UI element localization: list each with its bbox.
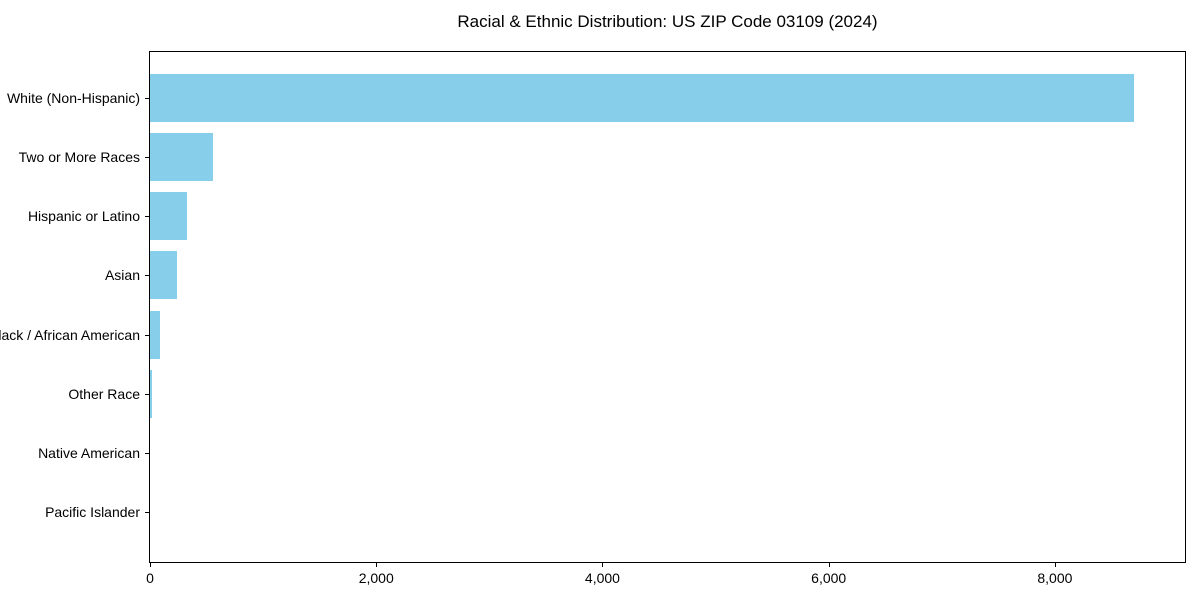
y-tick-label: Asian: [104, 267, 140, 284]
x-tick-label: 8,000: [1037, 570, 1073, 586]
y-tick-mark: [145, 156, 150, 158]
chart-row: White (Non-Hispanic): [7, 68, 1185, 127]
x-tick-mark: [828, 562, 830, 567]
plot-area: White (Non-Hispanic) Two or More Races His…: [0, 51, 1186, 586]
chart-row: Asian: [105, 246, 1185, 305]
y-tick-mark: [145, 275, 150, 277]
x-tick-mark: [376, 562, 378, 567]
y-tick-mark: [145, 216, 150, 218]
chart-row: Two or More Races: [19, 127, 1185, 186]
x-tick-mark: [602, 562, 604, 567]
bar: [150, 251, 177, 300]
bar: [150, 310, 160, 359]
y-tick-label: White (Non-Hispanic): [6, 89, 140, 106]
bar: [150, 132, 214, 181]
bar: [150, 369, 153, 418]
y-tick-mark: [145, 453, 150, 455]
bar: [150, 192, 187, 241]
y-tick-mark: [145, 512, 150, 514]
x-tick-label: 0: [146, 570, 154, 586]
y-tick-label: Two or More Races: [18, 148, 140, 165]
y-tick-label: Native American: [38, 445, 140, 462]
x-tick-label: 2,000: [358, 570, 394, 586]
x-tick-mark: [150, 562, 151, 567]
chart-row: Native American: [38, 424, 1185, 483]
y-tick-label: Other Race: [68, 385, 140, 402]
y-tick-label: Pacific Islander: [45, 504, 140, 521]
x-tick-label: 6,000: [811, 570, 847, 586]
x-tick-label: 4,000: [584, 570, 620, 586]
x-tick-mark: [1054, 562, 1056, 567]
chart-title: Racial & Ethnic Distribution: US ZIP Cod…: [457, 12, 878, 31]
rows: White (Non-Hispanic) Two or More Races His…: [0, 52, 1185, 562]
y-tick-label: Black / African American: [0, 326, 140, 343]
chart-row: Pacific Islander: [45, 483, 1185, 542]
chart-row: Black / African American: [0, 305, 1185, 364]
y-tick-mark: [145, 393, 150, 395]
chart-row: Other Race: [68, 364, 1185, 423]
bar: [150, 73, 1135, 122]
y-tick-label: Hispanic or Latino: [27, 208, 140, 225]
y-tick-mark: [145, 97, 150, 99]
y-tick-mark: [145, 334, 150, 336]
chart-row: Hispanic or Latino: [28, 187, 1185, 246]
